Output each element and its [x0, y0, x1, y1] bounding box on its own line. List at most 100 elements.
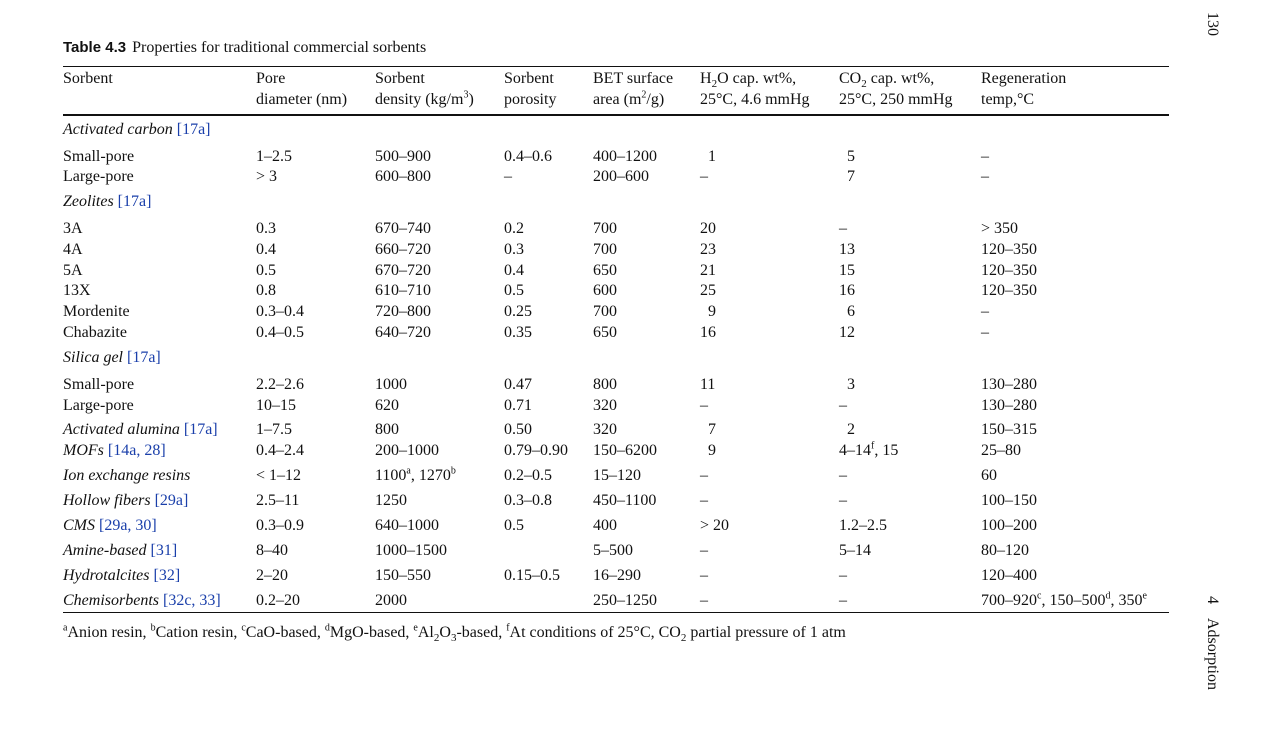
cell-bet: 650: [593, 262, 617, 279]
cell-h2o: > 20: [700, 517, 730, 534]
cell-pore: 0.3–0.4: [256, 303, 304, 320]
cell-regen: 120–350: [981, 282, 1037, 299]
cell-pore: 2–20: [256, 567, 288, 584]
cell-co2: 5–14: [839, 542, 871, 559]
reference-link[interactable]: [29a, 30]: [99, 517, 157, 534]
header-regeneration-temp: Regeneration temp,°C: [981, 70, 1067, 108]
cell-density: 640–720: [375, 324, 431, 341]
cell-co2: –: [839, 220, 847, 237]
cell-co2: 7: [847, 168, 855, 185]
cell-pore: > 3: [256, 168, 278, 185]
cell-bet: 800: [593, 376, 617, 393]
cell-bet: 5–500: [593, 542, 633, 559]
header-co2-capacity: CO2 cap. wt%, 25°C, 250 mmHg: [839, 70, 953, 108]
reference-link[interactable]: [31]: [150, 542, 178, 559]
cell-pore: 0.4: [256, 241, 276, 258]
cell-density: 660–720: [375, 241, 431, 258]
cell-sorbent: Ion exchange resins: [63, 467, 191, 484]
cell-porosity: 0.5: [504, 282, 524, 299]
cell-co2: 16: [839, 282, 855, 299]
cell-h2o: 23: [700, 241, 716, 258]
header-h2o-capacity: H2O cap. wt%, 25°C, 4.6 mmHg: [700, 70, 810, 108]
group-row: Silica gel [17a]: [0, 347, 1262, 368]
table-row: Chabazite 0.4–0.5 640–720 0.35 650 16 12…: [0, 322, 1262, 343]
cell-h2o: 9: [708, 303, 716, 320]
table-row: Amine-based [31] 8–40 1000–1500 5–500 – …: [0, 540, 1262, 561]
table-row: MOFs [14a, 28] 0.4–2.4 200–1000 0.79–0.9…: [0, 440, 1262, 461]
cell-co2: –: [839, 592, 847, 609]
cell-porosity: 0.47: [504, 376, 532, 393]
reference-link[interactable]: [17a]: [176, 121, 211, 138]
reference-link[interactable]: [32c, 33]: [163, 592, 221, 609]
cell-bet: 700: [593, 220, 617, 237]
cell-bet: 200–600: [593, 168, 649, 185]
cell-bet: 15–120: [593, 467, 641, 484]
cell-density: 200–1000: [375, 442, 439, 459]
cell-density: 670–740: [375, 220, 431, 237]
cell-sorbent: 13X: [63, 282, 91, 299]
cell-h2o: –: [700, 567, 708, 584]
cell-pore: 1–2.5: [256, 148, 292, 165]
reference-link[interactable]: [29a]: [154, 492, 189, 509]
cell-sorbent: 3A: [63, 220, 83, 237]
cell-porosity: –: [504, 168, 512, 185]
cell-regen: 80–120: [981, 542, 1029, 559]
cell-porosity: 0.71: [504, 397, 532, 414]
cell-density: 600–800: [375, 168, 431, 185]
table-row: 13X 0.8 610–710 0.5 600 25 16 120–350: [0, 280, 1262, 301]
cell-sorbent: Chabazite: [63, 324, 127, 341]
cell-co2: –: [839, 467, 847, 484]
cell-porosity: 0.2: [504, 220, 524, 237]
group-row: Zeolites [17a]: [0, 191, 1262, 212]
table-row: Small-pore 2.2–2.6 1000 0.47 800 11 3 13…: [0, 374, 1262, 395]
running-header: 4Adsorption: [1204, 596, 1221, 690]
table-row: Activated alumina [17a] 1–7.5 800 0.50 3…: [0, 419, 1262, 440]
header-bet-surface-area: BET surface area (m2/g): [593, 70, 674, 108]
cell-sorbent: Hydrotalcites [32]: [63, 567, 181, 584]
table-row: Chemisorbents [32c, 33] 0.2–20 2000 250–…: [0, 590, 1262, 611]
cell-density: 800: [375, 421, 399, 438]
cell-co2: 6: [847, 303, 855, 320]
cell-regen: –: [981, 324, 989, 341]
cell-pore: 0.4–2.4: [256, 442, 304, 459]
cell-porosity: 0.5: [504, 517, 524, 534]
cell-pore: < 1–12: [256, 467, 302, 484]
cell-co2: 4–14f, 15: [839, 440, 899, 459]
cell-porosity: 0.4–0.6: [504, 148, 552, 165]
cell-bet: 320: [593, 397, 617, 414]
table-row: Small-pore 1–2.5 500–900 0.4–0.6 400–120…: [0, 146, 1262, 167]
cell-regen: 120–350: [981, 241, 1037, 258]
cell-sorbent: Small-pore: [63, 148, 135, 165]
header-sorbent: Sorbent: [63, 70, 113, 87]
cell-pore: 0.4–0.5: [256, 324, 304, 341]
cell-regen: 130–280: [981, 376, 1037, 393]
cell-sorbent: Chemisorbents [32c, 33]: [63, 592, 221, 609]
reference-link[interactable]: [17a]: [117, 193, 152, 210]
cell-sorbent: Small-pore: [63, 376, 135, 393]
group-label: Activated carbon [17a]: [63, 121, 211, 138]
header-sorbent-density: Sorbent density (kg/m3): [375, 70, 474, 108]
reference-link[interactable]: [17a]: [183, 421, 218, 438]
reference-link[interactable]: [32]: [153, 567, 181, 584]
cell-h2o: –: [700, 592, 708, 609]
cell-bet: 450–1100: [593, 492, 657, 509]
cell-h2o: 21: [700, 262, 716, 279]
cell-co2: 2: [847, 421, 855, 438]
cell-porosity: 0.79–0.90: [504, 442, 568, 459]
group-label: Zeolites [17a]: [63, 193, 152, 210]
cell-h2o: –: [700, 168, 708, 185]
cell-density: 620: [375, 397, 399, 414]
reference-link[interactable]: [17a]: [126, 349, 161, 366]
cell-pore: 2.2–2.6: [256, 376, 304, 393]
cell-h2o: 7: [708, 421, 716, 438]
cell-density: 640–1000: [375, 517, 439, 534]
cell-bet: 700: [593, 241, 617, 258]
reference-link[interactable]: [14a, 28]: [107, 442, 166, 459]
cell-sorbent: Hollow fibers [29a]: [63, 492, 189, 509]
bottom-rule: [63, 612, 1169, 613]
cell-regen: 60: [981, 467, 997, 484]
cell-pore: 8–40: [256, 542, 288, 559]
table-row: 4A 0.4 660–720 0.3 700 23 13 120–350: [0, 239, 1262, 260]
cell-h2o: –: [700, 542, 708, 559]
cell-pore: 0.3–0.9: [256, 517, 304, 534]
